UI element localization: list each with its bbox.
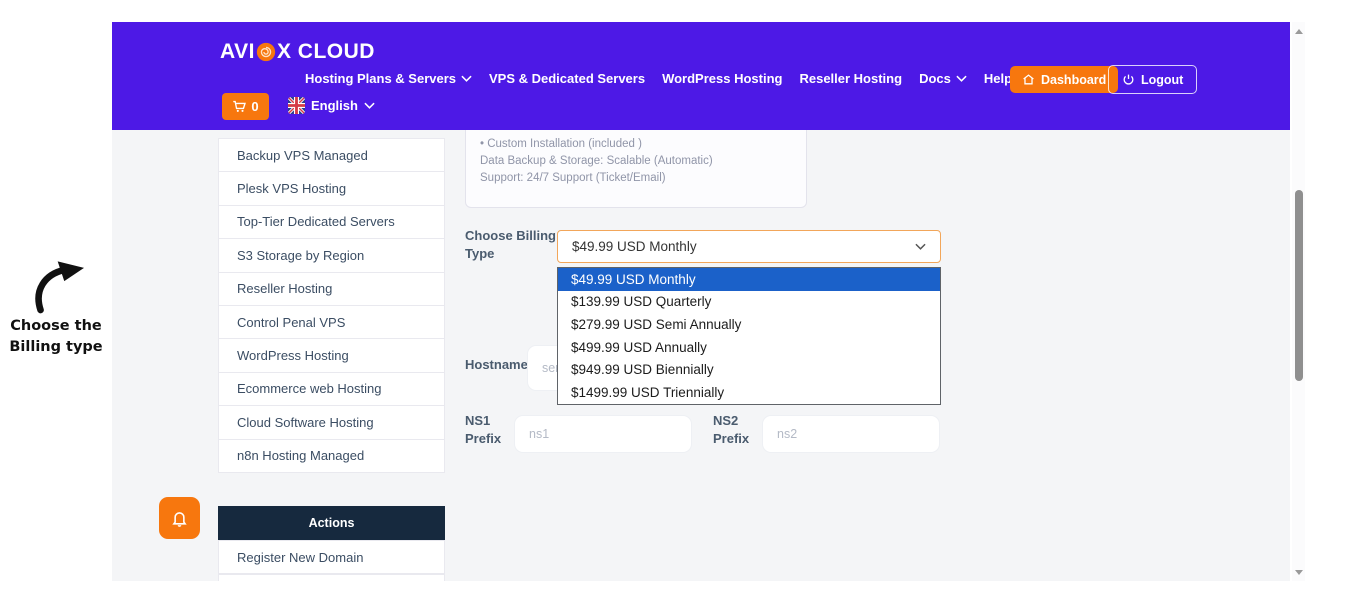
plan-info-line: • Custom Installation (included ) [480,138,642,150]
home-icon [1023,74,1034,85]
chevron-down-icon [364,102,375,109]
billing-option-annually[interactable]: $499.99 USD Annually [571,339,707,355]
scrollbar-down-arrow[interactable] [1292,565,1305,579]
logo[interactable]: AVI X CLOUD [220,40,375,64]
nav-vps-dedicated-label: VPS & Dedicated Servers [489,71,646,86]
billing-type-selected-value: $49.99 USD Monthly [572,239,697,254]
shopping-cart-icon [233,100,247,112]
sidebar-item-label: Backup VPS Managed [237,147,368,163]
sidebar-item-ecommerce-hosting[interactable]: Ecommerce web Hosting [218,371,445,407]
bell-icon [172,511,187,527]
billing-option-monthly[interactable]: $49.99 USD Monthly [558,268,940,291]
sidebar-item-reseller-hosting[interactable]: Reseller Hosting [218,271,445,306]
sidebar-item-label: Top-Tier Dedicated Servers [237,214,395,230]
sidebar-item-label: WordPress Hosting [237,348,349,364]
uk-flag-icon [288,97,305,114]
plan-info-line: Support: 24/7 Support (Ticket/Email) [480,172,666,184]
logout-button-label: Logout [1141,72,1184,87]
nav-hosting-plans[interactable]: Hosting Plans & Servers [305,71,472,86]
billing-type-dropdown-list: $49.99 USD Monthly $139.99 USD Quarterly… [557,267,941,405]
chevron-down-icon [461,75,472,82]
sidebar-item-wordpress-hosting[interactable]: WordPress Hosting [218,338,445,373]
annotation-line2: Billing type [9,339,103,355]
sidebar-item-label: Ecommerce web Hosting [237,381,382,397]
billing-option-semi-annually[interactable]: $279.99 USD Semi Annually [571,316,742,332]
annotation-text: Choose the Billing type [2,316,110,358]
sidebar-item-label: Reseller Hosting [237,281,333,297]
ns2-prefix-label: NS2 Prefix [713,413,750,446]
ns1-prefix-input[interactable] [514,415,692,453]
main-nav: Hosting Plans & Servers VPS & Dedicated … [305,71,1057,86]
language-label: English [311,98,358,113]
sidebar-item-backup-vps[interactable]: Backup VPS Managed [218,138,445,173]
nav-reseller-hosting-label: Reseller Hosting [799,71,903,86]
logout-button[interactable]: Logout [1108,65,1198,94]
vertical-scrollbar[interactable] [1292,22,1305,581]
scrollbar-thumb[interactable] [1294,190,1303,381]
sidebar-item-partial [218,574,445,581]
actions-title: Actions [308,516,355,530]
cart-button[interactable]: 0 [222,93,269,120]
sidebar-item-label: Register New Domain [237,549,364,565]
annotation-line1: Choose the [10,318,102,334]
nav-docs[interactable]: Docs [919,71,967,86]
sidebar-item-s3-storage[interactable]: S3 Storage by Region [218,238,445,273]
sidebar-item-register-domain[interactable]: Register New Domain [218,540,445,574]
nav-docs-label: Docs [919,71,951,86]
billing-option-triennially[interactable]: $1499.99 USD Triennially [571,384,725,400]
ns2-prefix-input[interactable] [762,415,940,453]
billing-type-label: Choose Billing Type [465,228,556,261]
hostname-label: Hostname [465,357,528,372]
logo-text-post: X CLOUD [276,40,375,63]
plan-info-box: • Custom Installation (included ) Data B… [465,122,807,208]
sidebar-item-label: Plesk VPS Hosting [237,181,347,197]
actions-section-header: Actions [218,506,445,540]
ns1-prefix-label: NS1 Prefix [465,413,502,446]
plan-info-line: Data Backup & Storage: Scalable (Automat… [480,155,713,167]
nav-wordpress-hosting[interactable]: WordPress Hosting [662,71,782,86]
billing-type-select[interactable]: $49.99 USD Monthly [557,230,941,263]
nav-hosting-plans-label: Hosting Plans & Servers [305,71,456,86]
logo-text-pre: AVI [220,40,255,63]
sidebar-item-label: Cloud Software Hosting [237,414,374,430]
sidebar-item-plesk-vps[interactable]: Plesk VPS Hosting [218,171,445,206]
app-window: AVI X CLOUD Hosting Plans & Servers VPS … [112,22,1290,581]
nav-wordpress-hosting-label: WordPress Hosting [662,71,783,86]
nav-vps-dedicated[interactable]: VPS & Dedicated Servers [489,71,645,86]
language-selector[interactable]: English [288,97,375,114]
sidebar-item-cloud-software[interactable]: Cloud Software Hosting [218,405,445,440]
scrollbar-up-arrow[interactable] [1292,24,1305,38]
top-navbar: AVI X CLOUD Hosting Plans & Servers VPS … [112,22,1290,130]
dashboard-button-label: Dashboard [1041,72,1107,87]
billing-option-quarterly[interactable]: $139.99 USD Quarterly [571,294,712,310]
sidebar-item-label: n8n Hosting Managed [237,448,365,464]
logo-orange-spiral-icon [256,42,276,62]
sidebar-item-control-panel-vps[interactable]: Control Penal VPS [218,304,445,340]
billing-option-biennially[interactable]: $949.99 USD Biennially [571,362,714,378]
sidebar-item-dedicated-servers[interactable]: Top-Tier Dedicated Servers [218,204,445,240]
cart-count-badge: 0 [251,99,259,114]
curved-arrow-annotation-icon [35,261,85,314]
nav-reseller-hosting[interactable]: Reseller Hosting [799,71,902,86]
dashboard-button[interactable]: Dashboard [1010,66,1119,93]
chevron-down-icon [956,75,967,82]
sidebar-item-label: S3 Storage by Region [237,247,365,263]
sidebar-menu: Backup VPS Managed Plesk VPS Hosting Top… [218,138,445,473]
notifications-button[interactable] [159,497,200,539]
sidebar-item-label: Control Penal VPS [237,314,346,330]
sidebar-item-n8n-hosting[interactable]: n8n Hosting Managed [218,438,445,473]
chevron-down-icon [915,243,926,250]
power-icon [1123,74,1134,85]
